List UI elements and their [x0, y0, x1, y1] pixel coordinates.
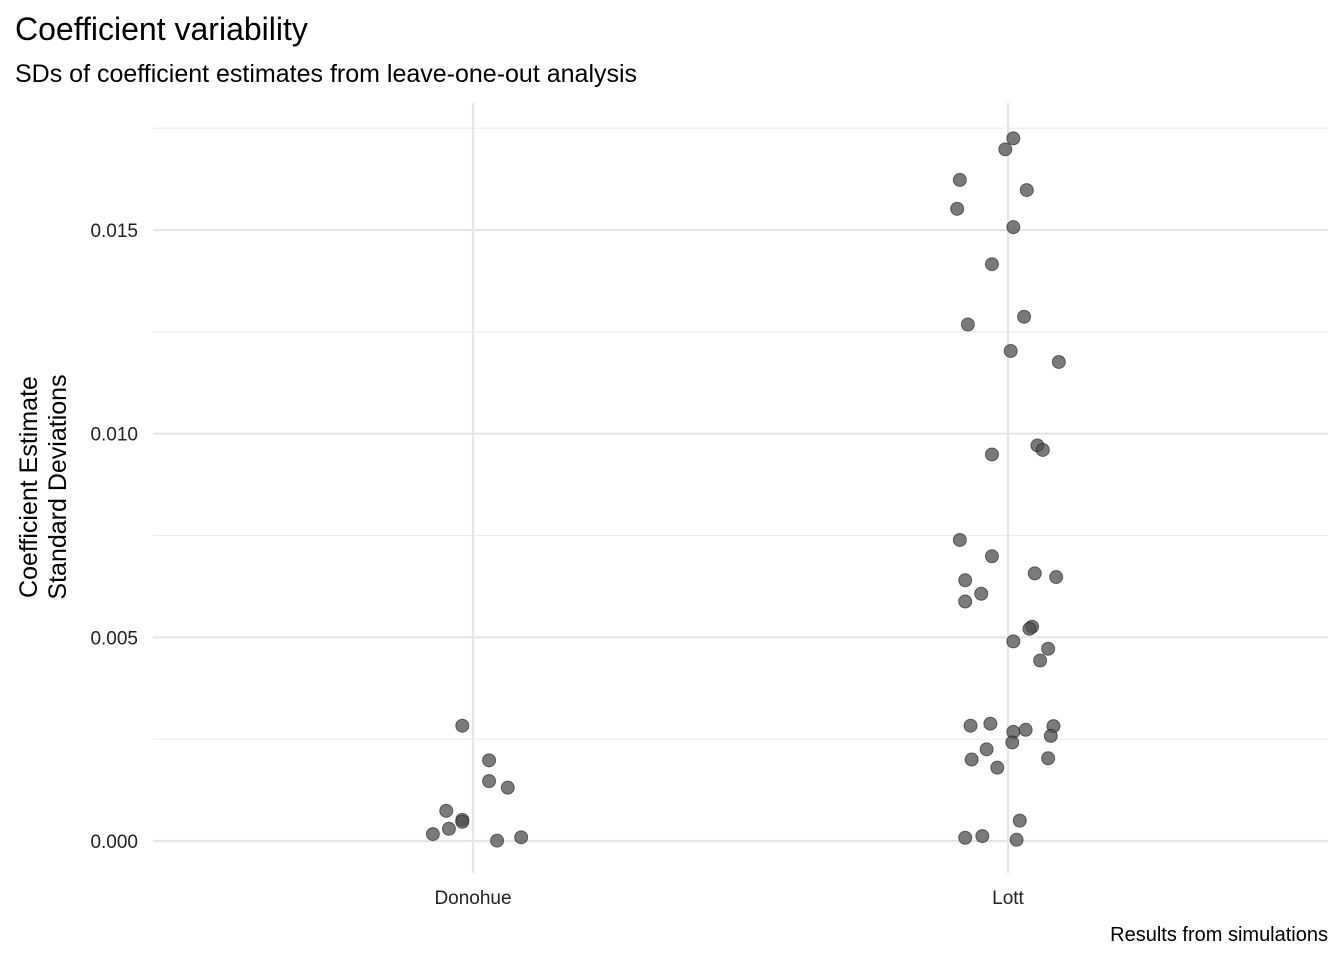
data-point	[482, 753, 497, 768]
data-point	[1033, 653, 1048, 668]
data-point	[482, 774, 497, 789]
data-point	[958, 830, 973, 845]
grid-lines	[153, 103, 1328, 873]
data-point	[1009, 832, 1024, 847]
data-point	[963, 718, 978, 733]
data-point	[1051, 354, 1066, 369]
y-axis-label-line-2: Standard Deviations	[44, 374, 72, 599]
chart-caption: Results from simulations	[1110, 924, 1328, 946]
data-point	[979, 742, 994, 757]
chart-subtitle: SDs of coefficient estimates from leave-…	[15, 60, 637, 88]
data-point	[490, 833, 505, 848]
y-axis-ticks: 0.000 0.005 0.010 0.015	[90, 221, 138, 853]
data-point	[1041, 751, 1056, 766]
data-point	[1006, 131, 1021, 146]
x-tick-label: Donohue	[434, 888, 511, 909]
data-points	[425, 131, 1066, 848]
x-tick-label: Lott	[992, 888, 1024, 909]
data-point	[1019, 183, 1034, 198]
y-tick-label: 0.000	[90, 832, 138, 853]
data-point	[514, 830, 529, 845]
chart-title: Coefficient variability	[15, 11, 308, 47]
data-point	[1041, 641, 1056, 656]
data-point	[960, 317, 975, 332]
data-point	[1035, 442, 1050, 457]
data-point	[984, 447, 999, 462]
data-point	[952, 532, 967, 547]
data-point	[1017, 309, 1032, 324]
data-point	[1006, 634, 1021, 649]
data-point	[1012, 813, 1027, 828]
data-point	[441, 821, 456, 836]
y-tick-label: 0.015	[90, 221, 138, 242]
data-point	[500, 780, 515, 795]
data-point	[1005, 735, 1020, 750]
data-point	[1006, 220, 1021, 235]
x-axis-ticks: Donohue Lott	[434, 888, 1024, 909]
y-tick-label: 0.005	[90, 628, 138, 649]
data-point	[1003, 343, 1018, 358]
data-point	[455, 718, 470, 733]
data-point	[990, 760, 1005, 775]
data-point	[984, 257, 999, 272]
data-point	[975, 829, 990, 844]
data-point	[1049, 570, 1064, 585]
y-tick-label: 0.010	[90, 425, 138, 446]
data-point	[1027, 566, 1042, 581]
data-point	[998, 142, 1013, 157]
data-point	[1043, 728, 1058, 743]
data-point	[950, 201, 965, 216]
data-point	[952, 172, 967, 187]
data-point	[439, 803, 454, 818]
y-axis-label-line-1: Coefficient Estimate	[15, 376, 43, 598]
data-point	[1018, 722, 1033, 737]
data-point	[984, 549, 999, 564]
data-point	[958, 573, 973, 588]
data-point	[964, 752, 979, 767]
data-point	[425, 827, 440, 842]
data-point	[983, 716, 998, 731]
data-point	[455, 814, 470, 829]
y-axis-label: Coefficient Estimate Standard Deviations	[15, 374, 72, 599]
data-point	[974, 586, 989, 601]
data-point	[1022, 621, 1037, 636]
data-point	[958, 594, 973, 609]
